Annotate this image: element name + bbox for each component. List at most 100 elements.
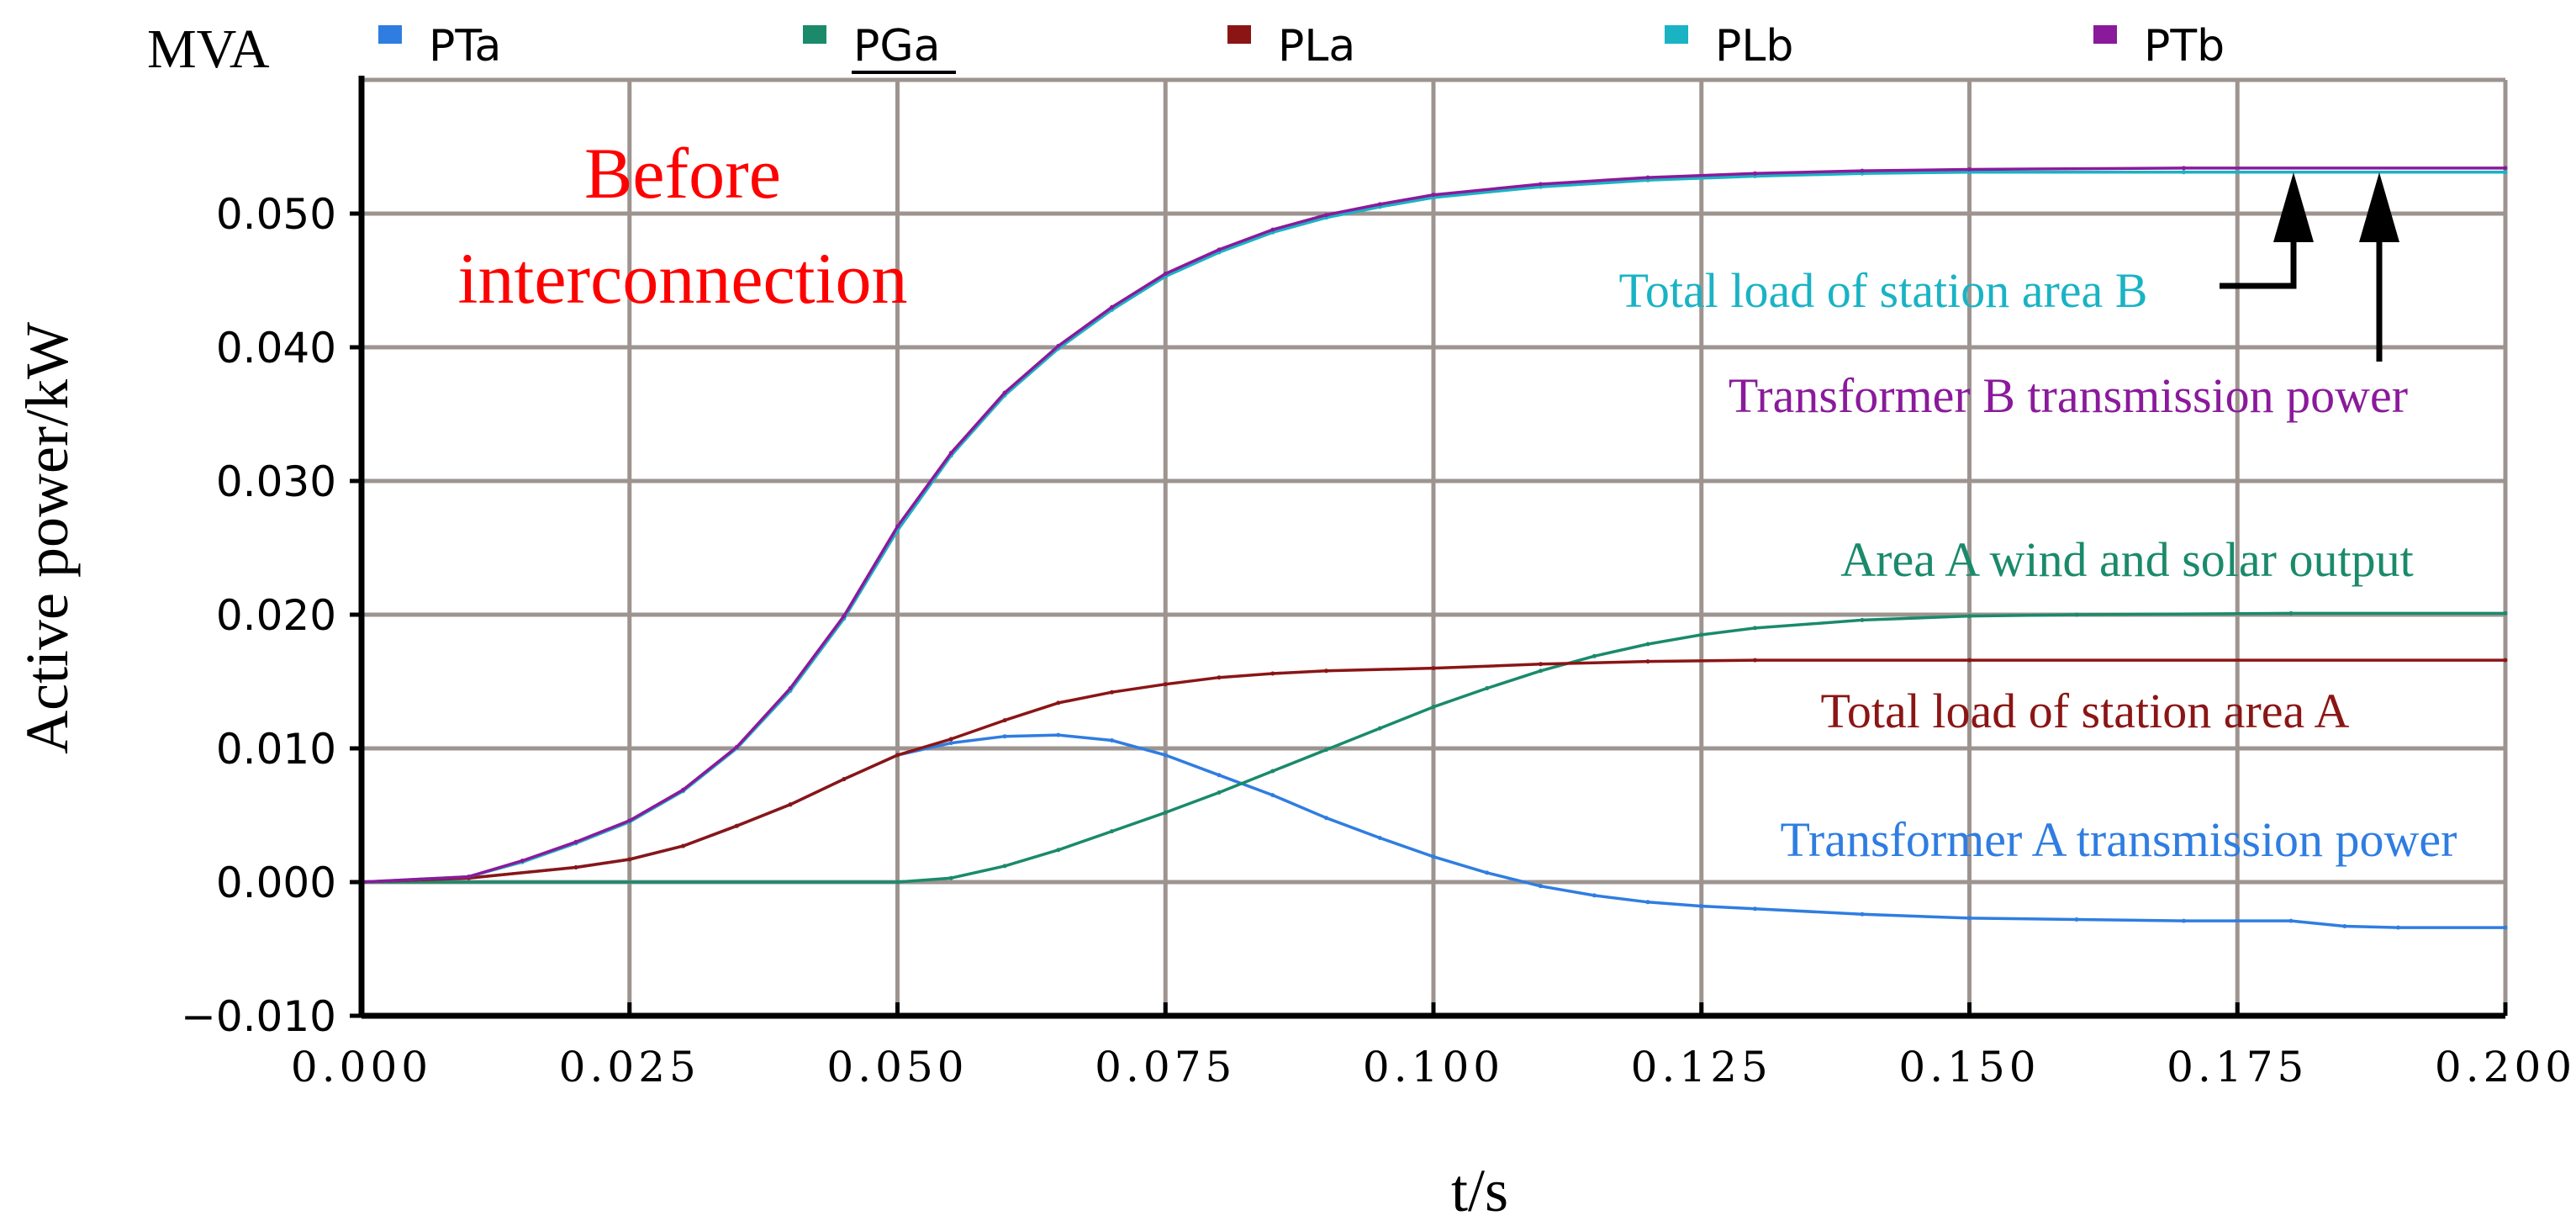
data-point bbox=[2182, 166, 2186, 171]
legend-swatch bbox=[803, 25, 826, 44]
legend-item-ptb: PTb bbox=[2093, 21, 2225, 71]
data-point bbox=[1485, 686, 1490, 690]
data-point bbox=[2074, 917, 2079, 922]
data-point bbox=[1110, 829, 1114, 834]
data-point bbox=[1645, 659, 1650, 664]
data-point bbox=[627, 857, 632, 862]
data-point bbox=[1270, 769, 1275, 774]
data-point bbox=[573, 839, 578, 844]
grid bbox=[362, 77, 2508, 1018]
data-point bbox=[1056, 343, 1061, 348]
legend: PTa PGa PLa PLb PTb bbox=[378, 21, 2225, 74]
data-point bbox=[842, 614, 847, 619]
y-tick-label: 0.040 bbox=[216, 324, 336, 373]
arrow-plb bbox=[2220, 231, 2297, 289]
data-point bbox=[948, 741, 953, 746]
series-ptb bbox=[359, 166, 2508, 885]
data-point bbox=[1592, 653, 1597, 658]
data-point bbox=[1002, 390, 1007, 395]
data-point bbox=[467, 875, 471, 880]
data-point bbox=[1324, 816, 1328, 821]
data-point bbox=[895, 524, 900, 529]
data-point bbox=[1539, 662, 1543, 667]
data-point bbox=[1645, 642, 1650, 647]
data-point bbox=[1377, 202, 1382, 207]
data-point bbox=[1645, 900, 1650, 905]
data-point bbox=[1002, 718, 1007, 723]
legend-swatch bbox=[378, 25, 402, 44]
data-point bbox=[734, 823, 739, 828]
data-point bbox=[1110, 738, 1114, 742]
legend-item-pta: PTa bbox=[378, 21, 501, 71]
data-point bbox=[1431, 854, 1436, 859]
data-point bbox=[1002, 734, 1007, 739]
data-point bbox=[1699, 904, 1704, 909]
x-tick-label: 0.000 bbox=[291, 1043, 432, 1091]
y-tick-labels: −0.010 0.000 0.010 0.020 0.030 0.040 0.050 bbox=[181, 190, 336, 1041]
legend-label: PTb bbox=[2144, 21, 2225, 71]
arrowhead-ptb bbox=[2359, 172, 2399, 242]
legend-swatch bbox=[1665, 25, 1688, 44]
data-point bbox=[520, 859, 525, 864]
data-point bbox=[573, 865, 578, 869]
data-point bbox=[1967, 167, 1972, 172]
data-point bbox=[2396, 925, 2400, 930]
data-point bbox=[1163, 272, 1168, 276]
data-point bbox=[1431, 193, 1436, 198]
data-point bbox=[1860, 168, 1865, 173]
data-point bbox=[734, 744, 739, 749]
data-point bbox=[1645, 175, 1650, 180]
ptb-annotation: Transformer B transmission power bbox=[1729, 368, 2408, 423]
legend-item-plb: PLb bbox=[1665, 21, 1793, 71]
data-point bbox=[1056, 700, 1061, 705]
data-point bbox=[1485, 870, 1490, 875]
data-point bbox=[1324, 668, 1328, 674]
data-point bbox=[2288, 918, 2294, 923]
x-tick-label: 0.100 bbox=[1363, 1043, 1504, 1091]
pga-annotation: Area A wind and solar output bbox=[1840, 532, 2413, 587]
data-point bbox=[1377, 726, 1382, 731]
data-point bbox=[1270, 793, 1275, 798]
data-point bbox=[788, 802, 793, 807]
data-point bbox=[1539, 668, 1543, 674]
data-point bbox=[1217, 790, 1222, 795]
data-point bbox=[895, 753, 900, 758]
data-point bbox=[1217, 247, 1222, 252]
title-annotation-line1: Before bbox=[584, 133, 781, 214]
data-point bbox=[2503, 170, 2508, 175]
x-tick-label: 0.125 bbox=[1631, 1043, 1772, 1091]
data-point bbox=[1967, 916, 1972, 921]
data-point bbox=[2288, 610, 2294, 616]
data-point bbox=[2342, 924, 2347, 928]
data-point bbox=[1217, 675, 1222, 680]
plb-annotation: Total load of station area B bbox=[1619, 263, 2148, 318]
legend-label: PTa bbox=[429, 21, 501, 71]
data-point bbox=[1860, 912, 1865, 917]
arrowhead-plb bbox=[2273, 172, 2314, 242]
data-point bbox=[627, 818, 632, 823]
legend-swatch bbox=[1227, 25, 1251, 44]
y-tick-label: 0.020 bbox=[216, 591, 336, 640]
data-point bbox=[1431, 666, 1436, 671]
y-tick-label: −0.010 bbox=[181, 992, 336, 1041]
data-point bbox=[1324, 213, 1328, 218]
data-point bbox=[2182, 918, 2186, 923]
title-annotation-line2: interconnection bbox=[458, 238, 908, 319]
data-point bbox=[1539, 884, 1543, 889]
data-point bbox=[1163, 753, 1168, 758]
data-point bbox=[1163, 810, 1168, 815]
axes bbox=[350, 76, 2508, 1019]
data-point bbox=[1967, 658, 1972, 663]
y-tick-label: 0.010 bbox=[216, 725, 336, 774]
data-point bbox=[2503, 658, 2508, 663]
data-point bbox=[1377, 836, 1382, 840]
data-point bbox=[2074, 612, 2079, 617]
data-point bbox=[1110, 690, 1114, 695]
data-point bbox=[1860, 617, 1865, 622]
data-point bbox=[1753, 626, 1757, 631]
data-point bbox=[2503, 610, 2508, 616]
data-point bbox=[681, 843, 685, 848]
data-point bbox=[1110, 304, 1114, 309]
x-tick-label: 0.200 bbox=[2435, 1043, 2576, 1091]
data-point bbox=[1699, 632, 1704, 637]
